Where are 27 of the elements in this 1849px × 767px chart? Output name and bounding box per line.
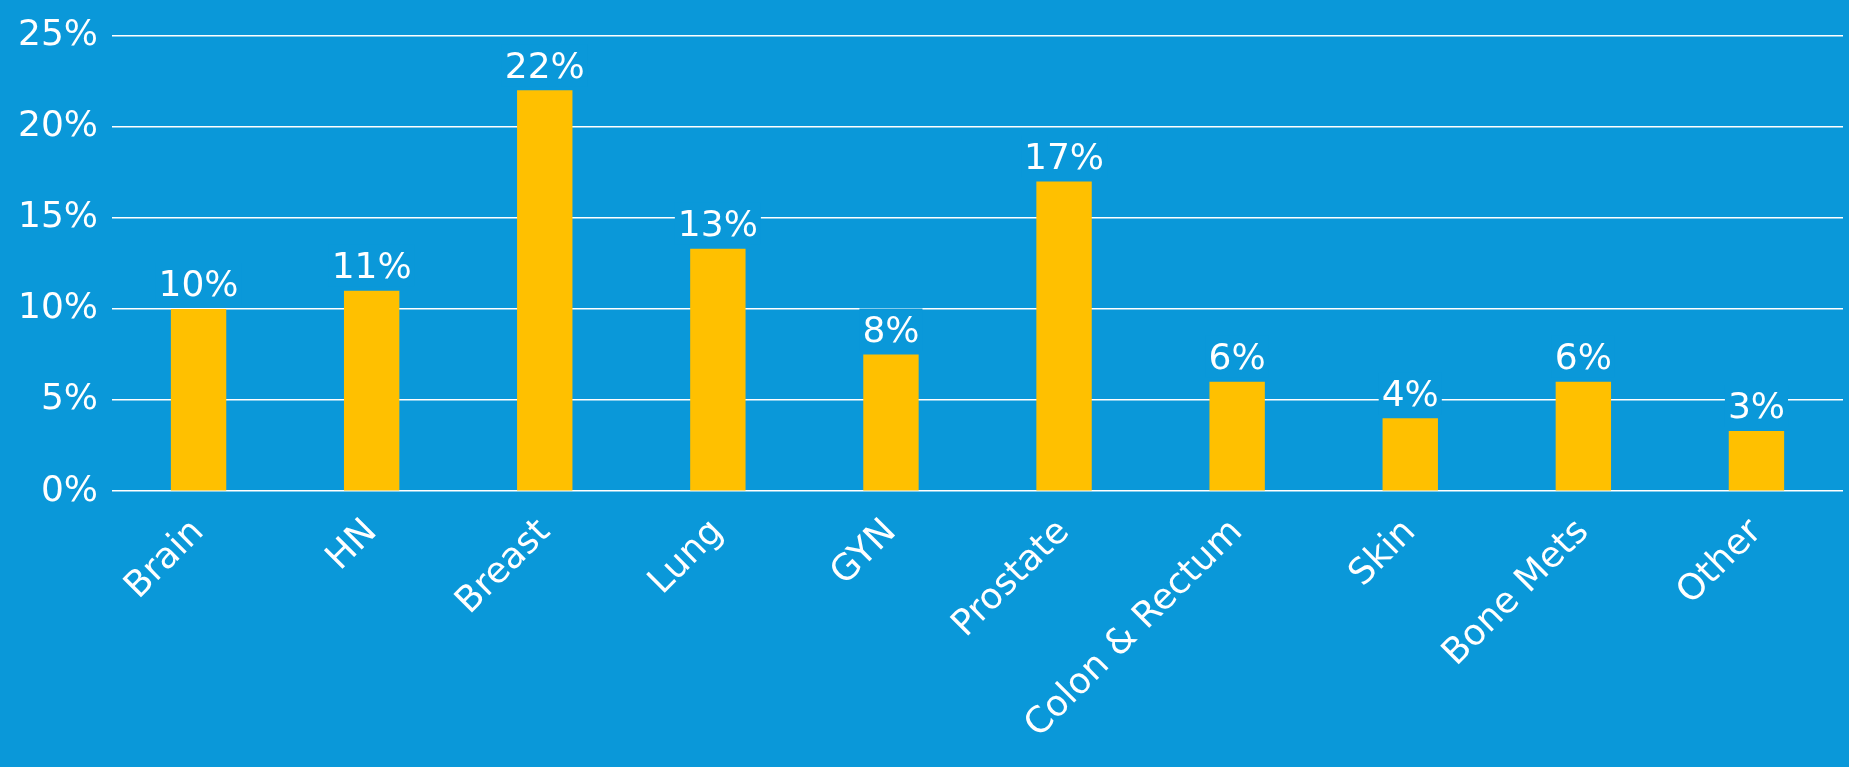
x-tick-label: HN [316,509,384,577]
bar [863,354,919,491]
bar [1209,381,1265,491]
bar [1728,431,1785,491]
bar [517,90,573,491]
data-label: 10% [158,263,239,305]
y-tick-label: 20% [18,103,99,145]
data-label: 3% [1727,385,1786,427]
data-label: 11% [331,245,412,287]
bar [343,290,400,491]
data-label: 6% [1554,336,1612,378]
bar [1036,181,1092,491]
data-label: 22% [504,44,585,86]
y-tick-label: 5% [40,376,99,418]
bar [170,308,227,491]
data-label: 13% [677,203,758,245]
y-tick-label: 25% [18,11,99,53]
bar [690,248,746,491]
y-tick-label: 15% [18,194,99,236]
y-tick-label: 10% [18,285,99,327]
data-label: 8% [862,308,920,350]
data-label: 4% [1381,372,1439,414]
data-label: 6% [1208,336,1266,378]
data-label: 17% [1024,135,1105,177]
bar [1555,381,1612,491]
bar [1382,418,1438,491]
y-tick-label: 0% [40,467,99,509]
